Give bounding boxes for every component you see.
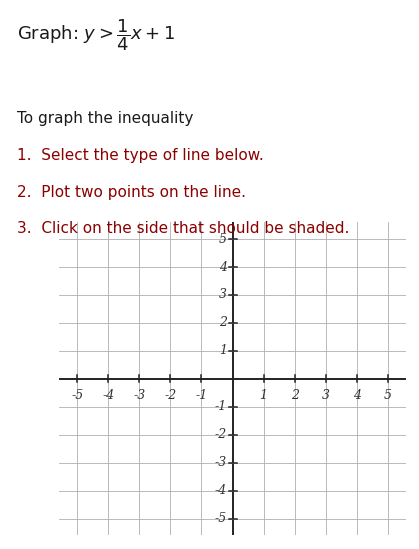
Text: 2.  Plot two points on the line.: 2. Plot two points on the line.	[17, 184, 246, 199]
Text: -2: -2	[215, 428, 227, 441]
Text: -5: -5	[215, 512, 227, 525]
Text: -1: -1	[215, 400, 227, 413]
Text: 1: 1	[260, 389, 268, 402]
Text: 3.  Click on the side that should be shaded.: 3. Click on the side that should be shad…	[17, 221, 349, 236]
Text: -3: -3	[215, 456, 227, 469]
Text: 4: 4	[353, 389, 361, 402]
Text: To graph the inequality: To graph the inequality	[17, 111, 193, 126]
Text: -3: -3	[133, 389, 145, 402]
Text: 3: 3	[219, 288, 227, 301]
Text: Graph: $y > \dfrac{1}{4}x + 1$: Graph: $y > \dfrac{1}{4}x + 1$	[17, 18, 175, 53]
Text: -5: -5	[71, 389, 83, 402]
Text: 3: 3	[322, 389, 330, 402]
Text: 5: 5	[219, 233, 227, 245]
Text: -2: -2	[164, 389, 176, 402]
Text: -4: -4	[215, 484, 227, 497]
Text: -1: -1	[195, 389, 208, 402]
Text: 4: 4	[219, 261, 227, 273]
Text: 2: 2	[219, 316, 227, 329]
Text: 5: 5	[384, 389, 392, 402]
Text: 1: 1	[219, 344, 227, 357]
Text: 2: 2	[291, 389, 299, 402]
Text: -4: -4	[102, 389, 114, 402]
Text: 1.  Select the type of line below.: 1. Select the type of line below.	[17, 148, 264, 163]
